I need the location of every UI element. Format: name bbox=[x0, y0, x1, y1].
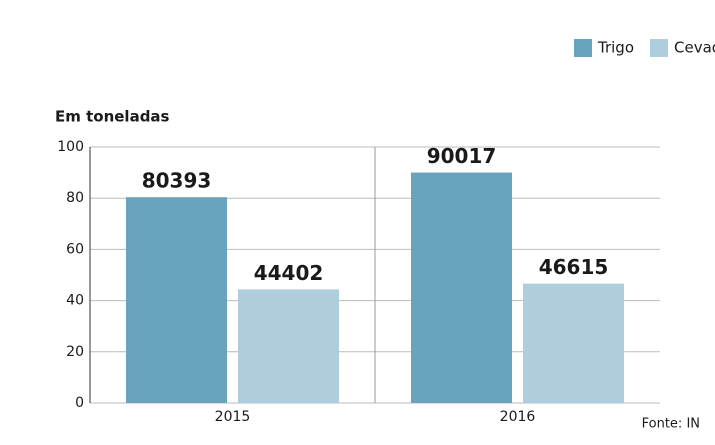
legend-label: Trigo bbox=[597, 39, 634, 57]
bar bbox=[411, 172, 512, 403]
x-tick-label: 2015 bbox=[215, 409, 251, 425]
value-label: 90017 bbox=[427, 144, 497, 168]
y-axis-label: Em toneladas bbox=[55, 108, 170, 126]
bar bbox=[238, 289, 339, 403]
y-tick-label: 20 bbox=[66, 344, 84, 360]
x-tick-label: 2016 bbox=[500, 409, 536, 425]
y-tick-label: 60 bbox=[66, 241, 84, 257]
legend-swatch bbox=[650, 39, 668, 57]
value-label: 44402 bbox=[254, 261, 324, 285]
bar bbox=[523, 283, 624, 403]
source: Fonte: IN bbox=[642, 417, 700, 432]
y-tick-label: 40 bbox=[66, 293, 84, 309]
bar bbox=[126, 197, 227, 403]
y-tick-label: 100 bbox=[57, 139, 84, 155]
legend-swatch bbox=[574, 39, 592, 57]
y-tick-label: 80 bbox=[66, 190, 84, 206]
value-label: 80393 bbox=[142, 169, 212, 193]
value-label: 46615 bbox=[539, 255, 609, 279]
y-tick-label: 0 bbox=[75, 395, 84, 411]
legend-label: Cevad bbox=[674, 39, 715, 57]
